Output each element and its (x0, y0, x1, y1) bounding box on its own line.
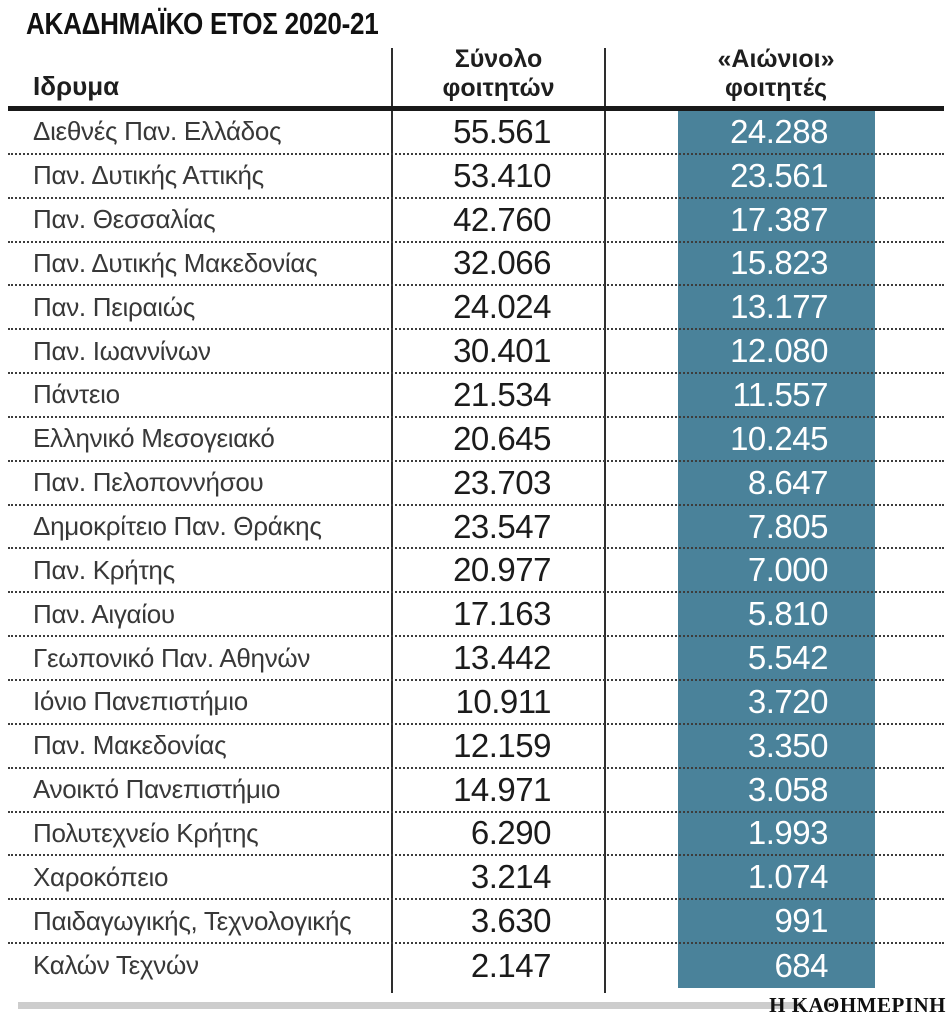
institution-cell: Χαροκόπειο (33, 861, 169, 892)
column-divider-1 (391, 48, 393, 993)
table-row: Παν. Δυτικής Μακεδονίας 32.066 15.823 (8, 243, 944, 287)
total-students-cell: 20.645 (453, 419, 551, 457)
eternal-students-cell: 991 (774, 902, 828, 940)
total-students-cell: 42.760 (453, 200, 551, 238)
eternal-students-cell: 684 (774, 946, 828, 984)
table-row: Πάντειο 21.534 11.557 (8, 374, 944, 418)
table-row: Παν. Αιγαίου 17.163 5.810 (8, 593, 944, 638)
table-row: Παν. Ιωαννίνων 30.401 12.080 (8, 330, 944, 375)
institution-cell: Καλών Τεχνών (33, 950, 199, 981)
eternal-students-cell: 15.823 (730, 244, 828, 282)
eternal-students-cell: 11.557 (732, 375, 829, 413)
source-logo: Η ΚΑΘΗΜΕΡΙΝΗ (769, 993, 946, 1017)
header-total-line2: φοιτητών (442, 74, 555, 102)
table-row: Χαροκόπειο 3.214 1.074 (8, 856, 944, 901)
eternal-students-cell: 5.542 (747, 639, 829, 677)
header-total-line1: Σύνολο (454, 45, 543, 73)
eternal-students-cell: 23.561 (730, 156, 828, 194)
total-students-cell: 6.290 (470, 814, 552, 852)
header-total-students: Σύνολο φοιτητών (393, 45, 604, 103)
institution-cell: Παν. Κρήτης (33, 554, 175, 585)
header-eternal-students: «Αιώνιοι» φοιτητές (670, 45, 882, 103)
total-students-cell: 21.534 (453, 375, 551, 413)
table-row: Παν. Θεσσαλίας 42.760 17.387 (8, 199, 944, 243)
total-students-cell: 2.147 (470, 946, 552, 984)
eternal-students-cell: 17.387 (730, 200, 828, 238)
total-students-cell: 3.214 (470, 858, 552, 896)
institution-cell: Παν. Πειραιώς (33, 291, 195, 322)
total-students-cell: 3.630 (470, 902, 552, 940)
eternal-students-cell: 3.350 (747, 726, 829, 764)
eternal-students-cell: 3.058 (747, 770, 829, 808)
total-students-cell: 55.561 (453, 112, 551, 150)
institution-cell: Παν. Ιωαννίνων (33, 335, 211, 366)
table-row: Παιδαγωγικής, Τεχνολογικής 3.630 991 (8, 900, 944, 945)
total-students-cell: 53.410 (453, 156, 551, 194)
total-students-cell: 32.066 (453, 244, 551, 282)
eternal-students-cell: 1.993 (747, 814, 829, 852)
institution-cell: Γεωπονικό Παν. Αθηνών (33, 642, 311, 673)
table-row: Παν. Κρήτης 20.977 7.000 (8, 549, 944, 594)
total-students-cell: 24.024 (453, 288, 551, 326)
institution-cell: Ελληνικό Μεσογειακό (33, 423, 275, 454)
institution-cell: Πάντειο (33, 379, 120, 410)
institution-cell: Παν. Δυτικής Αττικής (33, 160, 264, 191)
page-title: ΑΚΑΔΗΜΑΪΚΟ ΕΤΟΣ 2020-21 (26, 6, 379, 41)
table-row: Παν. Μακεδονίας 12.159 3.350 (8, 725, 944, 769)
table-row: Διεθνές Παν. Ελλάδος 55.561 24.288 (8, 111, 944, 155)
total-students-cell: 14.971 (453, 770, 551, 808)
table-row: Δημοκρίτειο Παν. Θράκης 23.547 7.805 (8, 506, 944, 550)
total-students-cell: 13.442 (453, 639, 551, 677)
header-eternal-line1: «Αιώνιοι» (717, 45, 835, 73)
institution-cell: Παν. Πελοποννήσου (33, 467, 264, 498)
table-row: Ελληνικό Μεσογειακό 20.645 10.245 (8, 418, 944, 462)
eternal-students-cell: 7.000 (747, 551, 829, 589)
eternal-students-cell: 24.288 (730, 112, 828, 150)
eternal-students-cell: 5.810 (747, 595, 829, 633)
total-students-cell: 17.163 (453, 595, 551, 633)
table-row: Πολυτεχνείο Κρήτης 6.290 1.993 (8, 813, 944, 857)
eternal-column-highlight (678, 111, 875, 988)
column-divider-2 (604, 48, 606, 993)
footer-bar (18, 1002, 803, 1009)
institution-cell: Διεθνές Παν. Ελλάδος (33, 116, 282, 147)
header-institution: Ιδρυμα (33, 71, 120, 101)
eternal-students-cell: 13.177 (730, 288, 828, 326)
institution-cell: Παν. Θεσσαλίας (33, 204, 216, 235)
institution-cell: Ιόνιο Πανεπιστήμιο (33, 686, 248, 717)
institution-cell: Παν. Μακεδονίας (33, 730, 227, 761)
table-row: Παν. Πελοποννήσου 23.703 8.647 (8, 462, 944, 506)
eternal-students-cell: 3.720 (747, 682, 829, 720)
institution-cell: Ανοικτό Πανεπιστήμιο (33, 774, 281, 805)
eternal-students-cell: 10.245 (730, 419, 828, 457)
institution-cell: Παν. Δυτικής Μακεδονίας (33, 247, 318, 278)
header-eternal-line2: φοιτητές (725, 74, 827, 102)
total-students-cell: 12.159 (453, 726, 551, 764)
eternal-students-cell: 1.074 (747, 858, 829, 896)
table-row: Ιόνιο Πανεπιστήμιο 10.911 3.720 (8, 681, 944, 725)
total-students-cell: 23.547 (453, 507, 551, 545)
total-students-cell: 20.977 (453, 551, 551, 589)
table-row: Παν. Πειραιώς 24.024 13.177 (8, 286, 944, 331)
institution-cell: Παιδαγωγικής, Τεχνολογικής (33, 905, 352, 936)
eternal-students-cell: 12.080 (730, 332, 828, 370)
table-row: Γεωπονικό Παν. Αθηνών 13.442 5.542 (8, 637, 944, 681)
total-students-cell: 10.911 (455, 682, 552, 720)
total-students-cell: 30.401 (453, 332, 551, 370)
institution-cell: Παν. Αιγαίου (33, 598, 175, 629)
eternal-students-cell: 8.647 (747, 463, 829, 501)
table-rows: Διεθνές Παν. Ελλάδος 55.561 24.288 Παν. … (8, 111, 944, 988)
table-row: Καλών Τεχνών 2.147 684 (8, 944, 944, 988)
table-row: Παν. Δυτικής Αττικής 53.410 23.561 (8, 155, 944, 199)
header-rule (8, 106, 944, 111)
total-students-cell: 23.703 (453, 463, 551, 501)
institution-cell: Πολυτεχνείο Κρήτης (33, 817, 259, 848)
table-row: Ανοικτό Πανεπιστήμιο 14.971 3.058 (8, 769, 944, 813)
institution-cell: Δημοκρίτειο Παν. Θράκης (33, 511, 322, 542)
eternal-students-cell: 7.805 (747, 507, 829, 545)
